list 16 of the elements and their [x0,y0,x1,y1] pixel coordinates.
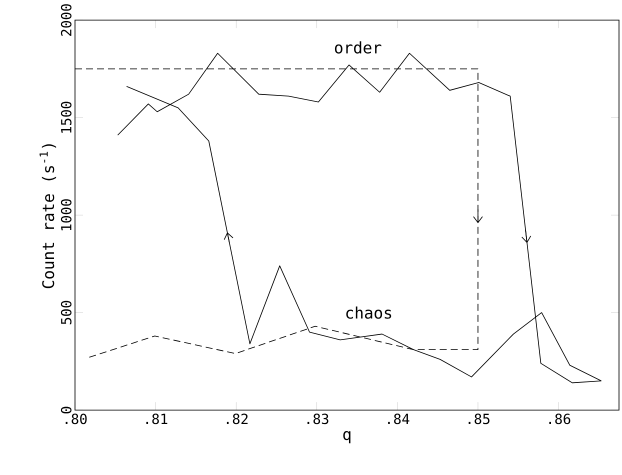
x-tick-label: .86 [549,414,570,424]
y-tick-label: 1000 [60,199,72,230]
x-tick-label: .82 [226,414,248,424]
x-tick-label: .85 [468,414,490,424]
annotation: chaos [346,306,392,319]
x-tick-label: .84 [388,414,410,424]
y-tick-label: 2000 [60,4,72,36]
y-tick-label: 1500 [60,102,72,133]
y-axis-title: Count rate (s$^{-1}$) [40,144,56,288]
x-tick-label: .83 [308,414,328,424]
y-tick-label: 0 [60,406,72,414]
annotation: order [334,41,382,54]
x-axis-title: q [343,430,350,444]
x-tick-label: .81 [146,414,168,424]
y-tick-label: 500 [60,300,72,324]
x-tick-label: .80 [66,414,87,424]
